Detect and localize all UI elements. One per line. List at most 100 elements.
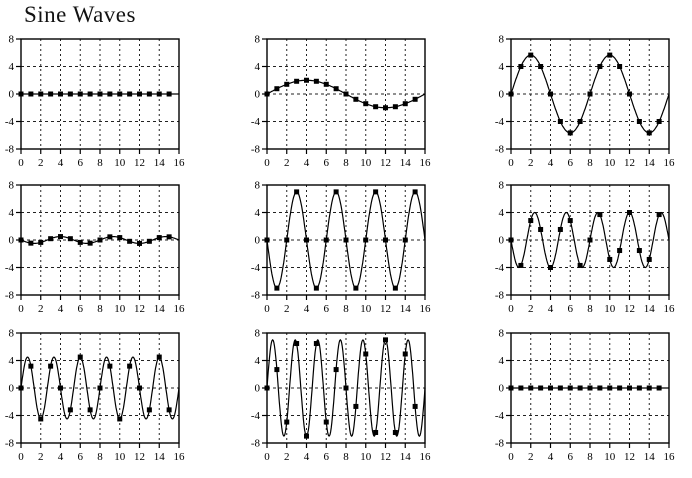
data-point [597, 64, 603, 69]
data-point [607, 256, 613, 262]
y-tick-label: -8 [251, 438, 261, 450]
y-tick-label: 8 [255, 328, 261, 340]
y-tick-label: -4 [5, 262, 15, 274]
y-tick-label: 4 [255, 355, 261, 367]
y-tick-label: -8 [495, 144, 505, 156]
data-point [656, 212, 662, 218]
x-tick-label: 6 [568, 451, 574, 463]
sample-markers [508, 385, 662, 391]
x-tick-label: 6 [78, 451, 84, 463]
x-tick-label: 2 [528, 451, 534, 463]
data-point [58, 385, 63, 391]
x-tick-label: 10 [360, 157, 372, 169]
data-point [48, 363, 54, 369]
y-axis: 8 4 0 -4 -8 [495, 328, 511, 450]
x-tick-label: 4 [548, 157, 554, 169]
y-axis: 8 4 0 -4 -8 [5, 180, 21, 302]
data-point [646, 256, 652, 262]
data-point [264, 237, 270, 243]
data-point [28, 91, 34, 97]
data-point [38, 239, 44, 245]
x-tick-label: 10 [604, 451, 616, 463]
x-tick-label: 16 [664, 303, 676, 315]
y-tick-label: 0 [9, 89, 15, 101]
y-tick-label: 0 [499, 89, 505, 101]
data-point [323, 237, 329, 243]
subplot-5-cycles: 840-4-80 2 4 6 8 10 12 14 16 [495, 180, 676, 316]
data-point [636, 248, 642, 254]
sample-markers [508, 210, 662, 270]
data-point [607, 52, 613, 58]
data-point [48, 236, 54, 242]
x-tick-label: 6 [568, 303, 574, 315]
data-point [402, 101, 408, 107]
subplot-3-cycles: 840-4-80 2 4 6 8 10 12 14 16 [5, 180, 185, 316]
sample-markers [18, 91, 172, 97]
y-tick-label: -4 [495, 116, 505, 128]
y-axis: 8 4 0 -4 -8 [251, 180, 267, 302]
x-tick-label: 2 [284, 157, 290, 169]
x-tick-label: 4 [58, 303, 64, 315]
x-tick-label: 14 [400, 451, 412, 463]
data-point [528, 52, 534, 58]
x-tick-label: 8 [343, 303, 349, 315]
data-point [587, 91, 593, 97]
y-tick-label: -8 [251, 144, 261, 156]
data-point [656, 385, 662, 391]
x-tick-label: 12 [134, 303, 145, 315]
subplot-1-cycle: 840-4-80 2 4 6 8 10 12 14 16 [251, 34, 432, 170]
y-tick-label: 8 [9, 34, 15, 46]
data-point [383, 105, 388, 111]
data-point [557, 226, 563, 232]
data-point [373, 429, 379, 435]
gridlines [267, 39, 425, 149]
y-tick-label: 4 [499, 355, 505, 367]
y-axis: 8 4 0 -4 -8 [495, 34, 511, 156]
data-point [107, 363, 113, 369]
data-point [538, 64, 544, 69]
data-point [597, 385, 603, 391]
x-tick-label: 2 [528, 157, 534, 169]
data-point [636, 119, 642, 124]
data-point [313, 78, 319, 84]
y-tick-label: 0 [499, 235, 505, 247]
data-point [518, 64, 524, 69]
data-point [617, 248, 623, 254]
x-tick-label: 10 [604, 303, 616, 315]
data-point [304, 433, 309, 439]
data-point [146, 91, 152, 97]
data-point [18, 237, 24, 243]
data-point [304, 77, 309, 83]
sample-markers [18, 354, 172, 422]
data-point [127, 91, 133, 97]
y-axis: 8 4 0 -4 -8 [5, 34, 21, 156]
x-tick-label: 2 [528, 303, 534, 315]
y-tick-label: -8 [251, 290, 261, 302]
x-tick-label: 8 [343, 157, 349, 169]
data-point [18, 91, 24, 97]
data-point [48, 91, 54, 97]
data-point [117, 91, 123, 97]
data-point [274, 86, 280, 92]
data-point [18, 385, 24, 391]
data-point [353, 96, 359, 102]
x-tick-label: 10 [360, 451, 372, 463]
data-point [518, 385, 524, 391]
y-tick-label: -8 [5, 438, 15, 450]
data-point [264, 385, 270, 391]
x-tick-label: 12 [624, 157, 635, 169]
x-tick-label: 4 [304, 157, 310, 169]
x-tick-label: 14 [644, 157, 656, 169]
x-tick-label: 8 [343, 451, 349, 463]
data-point [77, 239, 83, 245]
data-point [557, 119, 563, 124]
data-point [87, 91, 93, 97]
x-tick-label: 16 [420, 157, 432, 169]
data-point [577, 119, 583, 124]
data-point [294, 78, 300, 84]
data-point [284, 81, 290, 87]
data-point [412, 96, 418, 102]
x-tick-label: 12 [624, 451, 635, 463]
y-tick-label: -8 [495, 290, 505, 302]
x-tick-label: 16 [664, 157, 676, 169]
